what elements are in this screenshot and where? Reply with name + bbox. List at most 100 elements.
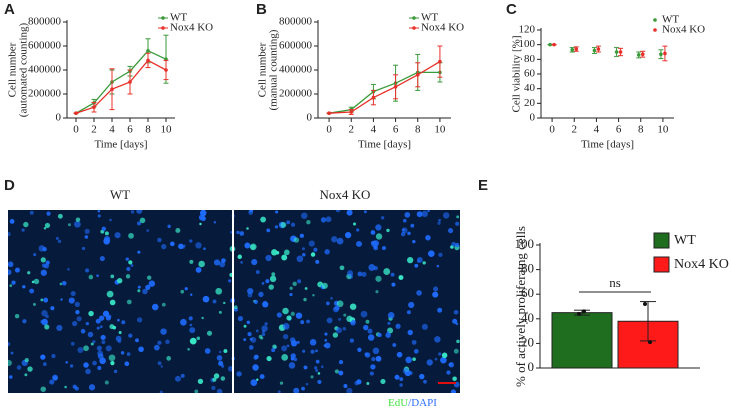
nucleus bbox=[198, 260, 205, 268]
nucleus bbox=[306, 220, 311, 225]
nucleus bbox=[416, 259, 421, 263]
nucleus bbox=[106, 290, 114, 298]
data-point bbox=[636, 53, 641, 57]
nucleus bbox=[11, 280, 16, 285]
nucleus bbox=[383, 268, 391, 275]
legend-label: WT bbox=[170, 12, 187, 24]
nucleus bbox=[189, 259, 194, 264]
nucleus bbox=[335, 210, 341, 213]
nucleus bbox=[148, 280, 156, 287]
nucleus bbox=[126, 299, 132, 305]
nucleus bbox=[40, 269, 47, 276]
nucleus bbox=[33, 278, 40, 285]
nucleus bbox=[53, 375, 58, 381]
nucleus bbox=[8, 341, 11, 347]
nucleus bbox=[45, 314, 49, 319]
nucleus bbox=[41, 310, 48, 317]
nucleus bbox=[14, 267, 20, 273]
nucleus bbox=[301, 247, 305, 251]
nucleus bbox=[95, 318, 101, 324]
y-tick-label: 200000 bbox=[28, 88, 62, 100]
nucleus bbox=[398, 275, 404, 281]
nucleus bbox=[219, 261, 226, 268]
nucleus bbox=[432, 291, 439, 298]
nucleus bbox=[8, 232, 11, 237]
nucleus bbox=[97, 365, 102, 371]
legend-label: Nox4 KO bbox=[662, 24, 705, 36]
data-point bbox=[582, 309, 586, 314]
panel-letter: A bbox=[4, 1, 15, 18]
nucleus bbox=[286, 220, 291, 225]
nucleus bbox=[414, 263, 419, 268]
nucleus bbox=[117, 318, 120, 322]
nucleus bbox=[84, 235, 89, 239]
nucleus bbox=[22, 285, 26, 289]
x-tick-label: 8 bbox=[415, 124, 421, 136]
nucleus bbox=[160, 328, 167, 335]
nucleus bbox=[137, 289, 141, 293]
nucleus bbox=[315, 359, 320, 364]
nucleus bbox=[161, 244, 167, 250]
nucleus bbox=[77, 347, 84, 354]
data-point bbox=[570, 48, 575, 52]
nucleus bbox=[8, 261, 14, 268]
nucleus bbox=[300, 320, 305, 325]
nucleus bbox=[437, 307, 443, 313]
legend-label: WT bbox=[662, 14, 679, 26]
nucleus bbox=[353, 222, 356, 226]
nucleus bbox=[274, 225, 279, 229]
nucleus bbox=[266, 355, 272, 362]
nucleus bbox=[218, 310, 222, 314]
nucleus bbox=[33, 253, 37, 257]
nucleus bbox=[452, 376, 457, 382]
y-tick-label: 0 bbox=[56, 112, 62, 124]
nucleus bbox=[271, 249, 278, 256]
nucleus bbox=[385, 332, 391, 338]
nucleus bbox=[244, 242, 251, 249]
nucleus bbox=[402, 228, 405, 232]
nucleus bbox=[43, 226, 47, 230]
nucleus bbox=[243, 338, 247, 341]
nucleus bbox=[349, 338, 355, 343]
nucleus bbox=[14, 313, 20, 319]
nucleus bbox=[387, 312, 395, 319]
nucleus bbox=[303, 365, 308, 370]
nucleus bbox=[433, 286, 439, 292]
nucleus bbox=[261, 282, 265, 285]
nucleus bbox=[138, 346, 144, 353]
nucleus bbox=[167, 224, 171, 229]
y-tick-label: 40 bbox=[521, 310, 534, 325]
nucleus bbox=[320, 217, 327, 223]
y-tick-label: 400000 bbox=[28, 64, 62, 76]
nucleus bbox=[455, 221, 460, 226]
nucleus bbox=[365, 319, 370, 324]
series-line bbox=[75, 59, 167, 114]
legend-label: Nox4 KO bbox=[170, 22, 213, 34]
legend-label: Nox4 KO bbox=[674, 257, 729, 272]
legend-swatch bbox=[653, 232, 670, 249]
nucleus bbox=[227, 365, 234, 372]
nucleus bbox=[41, 318, 48, 326]
nucleus bbox=[423, 379, 427, 384]
x-axis-title: Time [days] bbox=[581, 139, 634, 151]
nucleus bbox=[250, 337, 257, 343]
nucleus bbox=[411, 339, 417, 345]
data-point bbox=[128, 80, 132, 84]
nucleus bbox=[96, 326, 100, 330]
legend-label: WT bbox=[674, 233, 696, 248]
x-tick-label: 2 bbox=[572, 124, 578, 136]
x-axis-title: Time [days] bbox=[358, 139, 411, 151]
nucleus bbox=[357, 271, 363, 277]
nucleus bbox=[190, 293, 193, 296]
nucleus bbox=[407, 256, 414, 264]
nucleus bbox=[184, 287, 188, 291]
nucleus bbox=[24, 357, 29, 363]
x-tick-label: 4 bbox=[109, 124, 115, 136]
nucleus bbox=[41, 263, 46, 268]
nucleus bbox=[88, 310, 94, 317]
nucleus bbox=[282, 333, 289, 340]
nucleus bbox=[8, 269, 12, 276]
nucleus bbox=[195, 267, 202, 273]
nucleus bbox=[333, 306, 339, 313]
nucleus bbox=[289, 286, 293, 290]
